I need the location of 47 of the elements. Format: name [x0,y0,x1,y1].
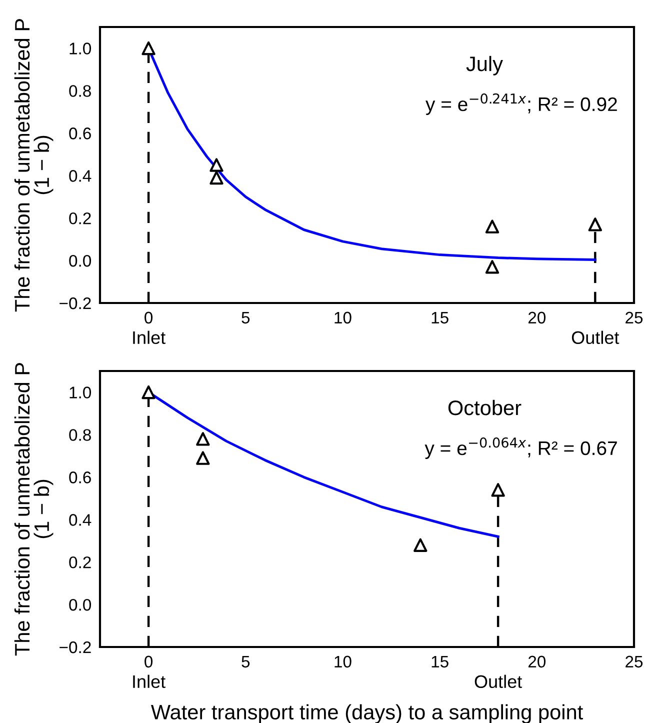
y-tick-label: 0.2 [69,556,91,568]
y-tick-label: 0.0 [69,598,92,611]
x-tick-label: 25 [626,312,643,324]
x-tick-label: 5 [242,312,250,324]
y-tick-label: 0.4 [69,170,92,182]
y-axis-title: The fraction of unmetabolized P (1 − b) [14,19,54,312]
y-tick-label: 0.6 [69,472,91,484]
point [210,158,224,172]
y-tick-label: −0.2 [60,641,91,654]
x-tick-label: 25 [626,656,643,668]
point [414,538,428,552]
ref-line-label: Inlet [133,330,166,344]
x-tick-label: 0 [144,312,153,324]
point [196,451,210,465]
x-tick-label: 15 [432,656,448,668]
y-axis-title: The fraction of unmetabolized P (1 − b) [14,363,54,656]
annotation: October [448,400,522,416]
annotation: y = e$^{−0.064x}$; R² = 0.67 [424,437,617,459]
point [485,220,500,234]
y-tick-label: 0.0 [69,254,92,267]
y-tick-label: 0.2 [69,212,91,224]
x-tick-label: 0 [144,656,153,668]
y-tick-label: −0.2 [60,297,91,310]
point [491,483,505,497]
y-tick-label: 1.0 [70,386,92,398]
x-tick-label: 20 [528,312,546,324]
y-tick-label: 0.8 [69,429,91,441]
y-tick-label: 0.8 [69,85,91,97]
x-tick-label: 10 [334,656,352,668]
y-tick-label: 0.4 [69,514,92,526]
ref-line-label: Inlet [133,674,166,688]
point [588,218,602,232]
point [485,260,500,274]
x-tick-label: 5 [242,656,250,668]
ref-line-label: Outlet [572,330,620,344]
annotation: y = e$^{−0.241x}$; R² = 0.92 [426,93,617,115]
ref-line-label: Outlet [474,674,522,688]
annotation: July [466,56,503,76]
point [142,41,156,56]
y-tick-label: 1.0 [70,42,92,54]
point [142,385,156,400]
point [210,170,224,185]
y-tick-label: 0.6 [69,128,91,140]
x-tick-label: 20 [528,656,546,668]
x-tick-label: 15 [432,312,448,324]
point [196,432,210,446]
x-tick-label: 10 [334,312,352,324]
